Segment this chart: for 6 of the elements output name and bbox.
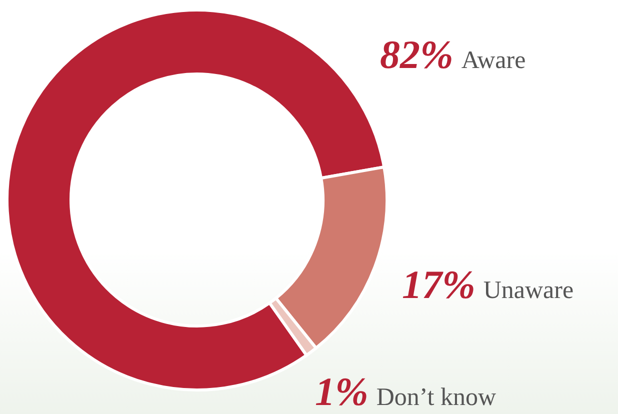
- data-label: 82%: [380, 32, 454, 77]
- data-label: 17%: [402, 262, 476, 307]
- slice-label: Unaware: [483, 277, 574, 304]
- data-label: 1%: [315, 369, 368, 414]
- slice-label: Aware: [461, 47, 526, 74]
- slice-label: Don’t know: [376, 384, 496, 411]
